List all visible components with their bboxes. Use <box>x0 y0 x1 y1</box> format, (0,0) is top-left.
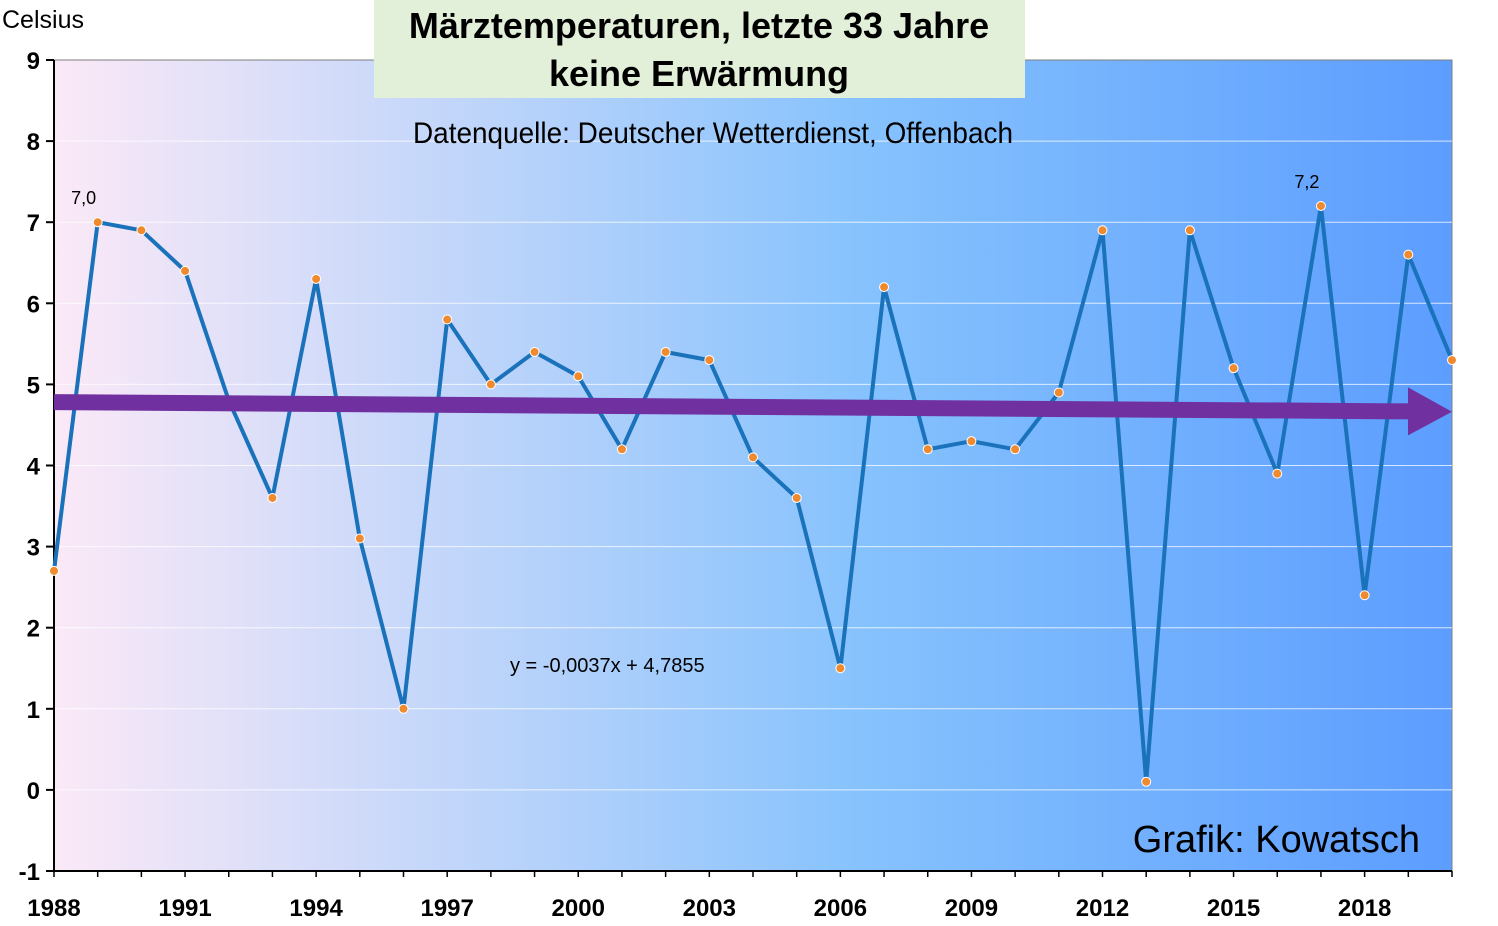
data-point <box>791 492 802 503</box>
data-label: 7,2 <box>1294 172 1319 192</box>
x-tick-label: 1994 <box>289 895 343 922</box>
y-tick-label: 4 <box>27 454 41 481</box>
data-point <box>573 371 584 382</box>
y-tick-label: 6 <box>27 291 40 318</box>
data-point <box>1228 363 1239 374</box>
y-tick-label: 2 <box>27 616 40 643</box>
y-tick-label: 0 <box>27 778 40 805</box>
series-temperature <box>49 200 1457 787</box>
data-point <box>398 703 409 714</box>
data-point <box>442 314 453 325</box>
x-tick-label: 1991 <box>158 895 211 922</box>
data-point <box>1359 590 1370 601</box>
chart-subtitle: Datenquelle: Deutscher Wetterdienst, Off… <box>413 117 1013 150</box>
trend-equation: y = -0,0037x + 4,7855 <box>510 655 705 677</box>
y-tick-label: 5 <box>27 372 40 399</box>
data-point <box>49 565 59 576</box>
gridlines <box>54 140 1452 791</box>
y-tick-label: 9 <box>27 48 40 75</box>
data-point <box>922 444 933 455</box>
data-point <box>1272 468 1283 479</box>
data-point <box>92 217 103 228</box>
x-tick-label: 1988 <box>27 895 80 922</box>
data-point <box>1403 249 1414 260</box>
data-point <box>966 436 977 447</box>
data-point <box>1141 776 1152 787</box>
data-point <box>529 346 540 357</box>
axis-tick-marks <box>46 59 1453 877</box>
data-point <box>748 452 758 463</box>
chart-title-line1: Märztemperaturen, letzte 33 Jahre <box>409 5 989 46</box>
x-tick-label: 2012 <box>1076 895 1129 922</box>
y-tick-label: -1 <box>19 859 40 886</box>
trend-arrow-head <box>1408 387 1452 436</box>
x-tick-label: 2003 <box>683 895 736 922</box>
data-point <box>1053 387 1064 398</box>
data-point <box>660 346 671 357</box>
x-tick-label: 1997 <box>420 895 473 922</box>
chart-title-line2: keine Erwärmung <box>549 53 849 94</box>
y-axis-label: Celsius <box>2 6 84 34</box>
x-tick-label: 2006 <box>814 895 867 922</box>
y-tick-label: 3 <box>27 535 40 562</box>
x-tick-label: 2000 <box>552 895 605 922</box>
title-box <box>374 0 1025 98</box>
data-point <box>1315 200 1326 211</box>
data-point <box>311 273 322 284</box>
data-point <box>835 663 846 674</box>
data-point <box>704 355 715 366</box>
data-point <box>180 265 191 276</box>
data-point <box>1447 355 1457 366</box>
data-point <box>136 225 147 236</box>
trend-arrow-shaft <box>53 394 1411 420</box>
y-tick-label: 1 <box>27 697 40 724</box>
y-tick-label: 7 <box>27 210 40 237</box>
data-point <box>879 282 890 293</box>
data-point <box>1010 444 1021 455</box>
credit-label: Grafik: Kowatsch <box>1133 819 1420 861</box>
data-point <box>1097 225 1108 236</box>
data-label: 7,0 <box>71 188 96 208</box>
x-tick-label: 2015 <box>1207 895 1260 922</box>
data-point <box>485 379 496 390</box>
data-point <box>267 492 278 503</box>
data-point <box>1184 225 1195 236</box>
data-labels: 7,0 7,2 <box>71 172 1319 208</box>
x-tick-labels: 1988 1991 1994 1997 2000 2003 2006 2009 2012 2015… <box>27 895 1391 922</box>
data-point <box>616 444 627 455</box>
trend-arrow <box>53 387 1452 436</box>
y-tick-label: 8 <box>27 129 40 156</box>
data-point <box>354 533 365 544</box>
x-tick-label: 2018 <box>1338 895 1391 922</box>
x-tick-label: 2009 <box>945 895 998 922</box>
y-tick-labels: -1 0 1 2 3 4 5 6 7 8 9 <box>19 48 41 886</box>
